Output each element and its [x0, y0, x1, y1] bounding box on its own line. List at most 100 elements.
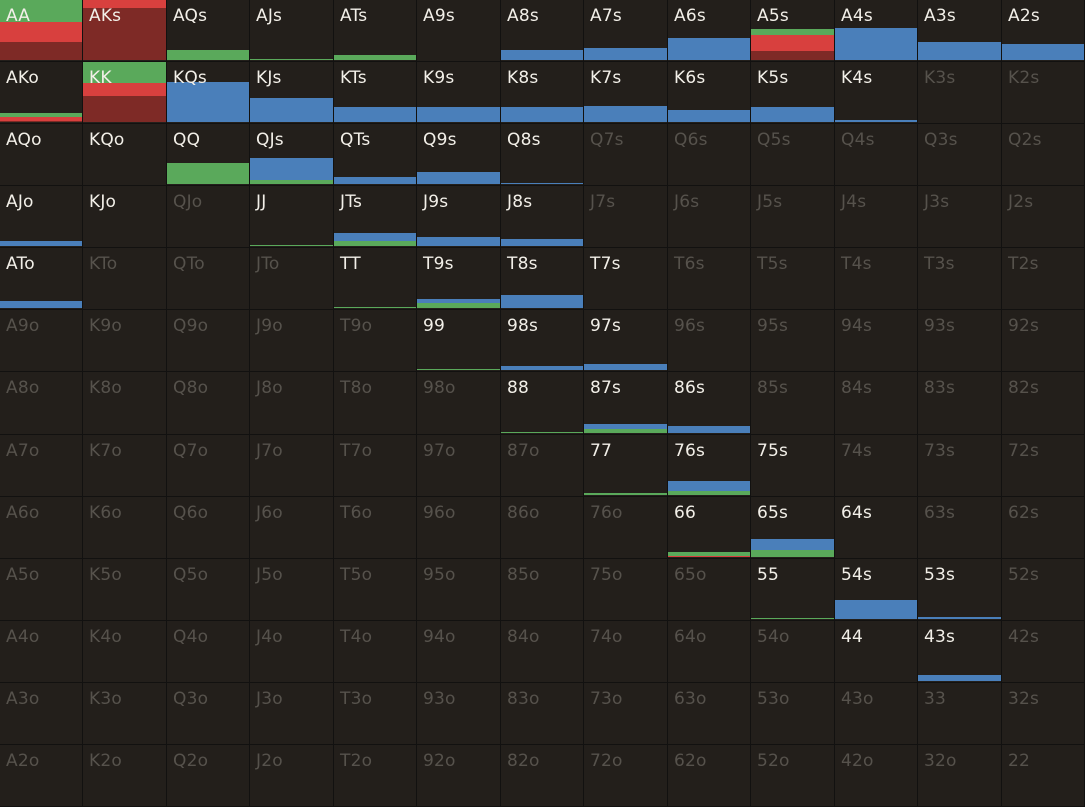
hand-cell-ATo[interactable]: ATo — [0, 248, 83, 310]
hand-cell-KJs[interactable]: KJs — [250, 62, 334, 124]
hand-cell-A2o[interactable]: A2o — [0, 745, 83, 807]
hand-cell-88[interactable]: 88 — [501, 372, 584, 435]
hand-cell-98o[interactable]: 98o — [417, 372, 501, 435]
hand-cell-A7s[interactable]: A7s — [584, 0, 668, 62]
hand-cell-72o[interactable]: 72o — [584, 745, 668, 807]
hand-cell-J5o[interactable]: J5o — [250, 559, 334, 621]
hand-cell-J3o[interactable]: J3o — [250, 683, 334, 745]
hand-cell-76s[interactable]: 76s — [668, 435, 751, 497]
hand-cell-T5o[interactable]: T5o — [334, 559, 417, 621]
hand-cell-QJo[interactable]: QJo — [167, 186, 250, 248]
hand-cell-J9o[interactable]: J9o — [250, 310, 334, 372]
hand-cell-32s[interactable]: 32s — [1002, 683, 1085, 745]
hand-cell-K5o[interactable]: K5o — [83, 559, 167, 621]
hand-cell-66[interactable]: 66 — [668, 497, 751, 559]
hand-cell-63s[interactable]: 63s — [918, 497, 1002, 559]
hand-cell-A3s[interactable]: A3s — [918, 0, 1002, 62]
hand-cell-62o[interactable]: 62o — [668, 745, 751, 807]
hand-cell-QJs[interactable]: QJs — [250, 124, 334, 186]
hand-cell-T2o[interactable]: T2o — [334, 745, 417, 807]
hand-cell-J7o[interactable]: J7o — [250, 435, 334, 497]
hand-cell-JTo[interactable]: JTo — [250, 248, 334, 310]
hand-cell-AJo[interactable]: AJo — [0, 186, 83, 248]
hand-cell-82o[interactable]: 82o — [501, 745, 584, 807]
hand-cell-K2o[interactable]: K2o — [83, 745, 167, 807]
hand-cell-33[interactable]: 33 — [918, 683, 1002, 745]
hand-cell-94s[interactable]: 94s — [835, 310, 918, 372]
hand-cell-K8s[interactable]: K8s — [501, 62, 584, 124]
hand-cell-TT[interactable]: TT — [334, 248, 417, 310]
hand-cell-J8s[interactable]: J8s — [501, 186, 584, 248]
hand-cell-86s[interactable]: 86s — [668, 372, 751, 435]
hand-cell-96s[interactable]: 96s — [668, 310, 751, 372]
hand-cell-Q9s[interactable]: Q9s — [417, 124, 501, 186]
hand-cell-Q3s[interactable]: Q3s — [918, 124, 1002, 186]
hand-cell-Q2s[interactable]: Q2s — [1002, 124, 1085, 186]
hand-cell-T6s[interactable]: T6s — [668, 248, 751, 310]
hand-cell-KK[interactable]: KK — [83, 62, 167, 124]
hand-cell-K4s[interactable]: K4s — [835, 62, 918, 124]
hand-cell-J7s[interactable]: J7s — [584, 186, 668, 248]
hand-cell-K6s[interactable]: K6s — [668, 62, 751, 124]
hand-cell-T8s[interactable]: T8s — [501, 248, 584, 310]
hand-cell-96o[interactable]: 96o — [417, 497, 501, 559]
hand-cell-T3o[interactable]: T3o — [334, 683, 417, 745]
hand-cell-Q9o[interactable]: Q9o — [167, 310, 250, 372]
hand-cell-Q8s[interactable]: Q8s — [501, 124, 584, 186]
hand-cell-T2s[interactable]: T2s — [1002, 248, 1085, 310]
hand-cell-ATs[interactable]: ATs — [334, 0, 417, 62]
hand-cell-Q6s[interactable]: Q6s — [668, 124, 751, 186]
hand-cell-74o[interactable]: 74o — [584, 621, 668, 683]
hand-cell-A9o[interactable]: A9o — [0, 310, 83, 372]
hand-cell-T4o[interactable]: T4o — [334, 621, 417, 683]
hand-cell-K7o[interactable]: K7o — [83, 435, 167, 497]
hand-cell-JJ[interactable]: JJ — [250, 186, 334, 248]
hand-cell-K6o[interactable]: K6o — [83, 497, 167, 559]
hand-cell-A5s[interactable]: A5s — [751, 0, 835, 62]
hand-cell-93s[interactable]: 93s — [918, 310, 1002, 372]
hand-cell-A6s[interactable]: A6s — [668, 0, 751, 62]
hand-cell-87o[interactable]: 87o — [501, 435, 584, 497]
hand-cell-A9s[interactable]: A9s — [417, 0, 501, 62]
hand-cell-75o[interactable]: 75o — [584, 559, 668, 621]
hand-cell-K7s[interactable]: K7s — [584, 62, 668, 124]
hand-cell-92o[interactable]: 92o — [417, 745, 501, 807]
hand-cell-76o[interactable]: 76o — [584, 497, 668, 559]
hand-cell-T9s[interactable]: T9s — [417, 248, 501, 310]
hand-cell-65o[interactable]: 65o — [668, 559, 751, 621]
hand-cell-K5s[interactable]: K5s — [751, 62, 835, 124]
hand-cell-A4s[interactable]: A4s — [835, 0, 918, 62]
hand-cell-53s[interactable]: 53s — [918, 559, 1002, 621]
hand-cell-QQ[interactable]: QQ — [167, 124, 250, 186]
hand-cell-JTs[interactable]: JTs — [334, 186, 417, 248]
hand-cell-82s[interactable]: 82s — [1002, 372, 1085, 435]
hand-cell-72s[interactable]: 72s — [1002, 435, 1085, 497]
hand-cell-43s[interactable]: 43s — [918, 621, 1002, 683]
hand-cell-J4o[interactable]: J4o — [250, 621, 334, 683]
hand-cell-K9s[interactable]: K9s — [417, 62, 501, 124]
hand-cell-62s[interactable]: 62s — [1002, 497, 1085, 559]
hand-cell-44[interactable]: 44 — [835, 621, 918, 683]
hand-cell-K2s[interactable]: K2s — [1002, 62, 1085, 124]
hand-cell-84s[interactable]: 84s — [835, 372, 918, 435]
hand-cell-T6o[interactable]: T6o — [334, 497, 417, 559]
hand-cell-97o[interactable]: 97o — [417, 435, 501, 497]
hand-cell-32o[interactable]: 32o — [918, 745, 1002, 807]
hand-cell-J8o[interactable]: J8o — [250, 372, 334, 435]
hand-cell-AJs[interactable]: AJs — [250, 0, 334, 62]
hand-cell-KQs[interactable]: KQs — [167, 62, 250, 124]
hand-cell-Q4s[interactable]: Q4s — [835, 124, 918, 186]
hand-cell-A2s[interactable]: A2s — [1002, 0, 1085, 62]
hand-cell-K3o[interactable]: K3o — [83, 683, 167, 745]
hand-cell-42o[interactable]: 42o — [835, 745, 918, 807]
hand-cell-A8o[interactable]: A8o — [0, 372, 83, 435]
hand-cell-Q5s[interactable]: Q5s — [751, 124, 835, 186]
hand-cell-Q3o[interactable]: Q3o — [167, 683, 250, 745]
hand-cell-73o[interactable]: 73o — [584, 683, 668, 745]
hand-cell-98s[interactable]: 98s — [501, 310, 584, 372]
hand-cell-73s[interactable]: 73s — [918, 435, 1002, 497]
hand-cell-Q5o[interactable]: Q5o — [167, 559, 250, 621]
hand-cell-QTs[interactable]: QTs — [334, 124, 417, 186]
hand-cell-A5o[interactable]: A5o — [0, 559, 83, 621]
hand-cell-AQs[interactable]: AQs — [167, 0, 250, 62]
